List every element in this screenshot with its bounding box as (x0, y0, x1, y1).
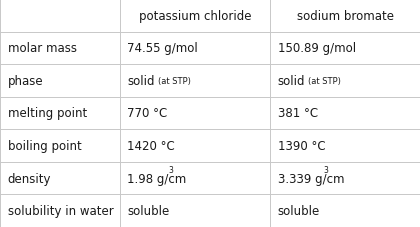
Text: density: density (8, 172, 51, 185)
Text: soluble: soluble (127, 204, 170, 217)
Text: 3: 3 (323, 165, 328, 174)
Text: (at STP): (at STP) (308, 76, 341, 86)
Text: boiling point: boiling point (8, 139, 81, 152)
Text: 381 °C: 381 °C (278, 107, 318, 120)
Text: 770 °C: 770 °C (127, 107, 168, 120)
Text: solid: solid (127, 75, 155, 88)
Text: 150.89 g/mol: 150.89 g/mol (278, 42, 356, 55)
Text: (at STP): (at STP) (158, 76, 190, 86)
Text: 3.339 g/cm: 3.339 g/cm (278, 172, 344, 185)
Text: 1.98 g/cm: 1.98 g/cm (127, 172, 186, 185)
Text: potassium chloride: potassium chloride (139, 10, 251, 23)
Text: solubility in water: solubility in water (8, 204, 113, 217)
Text: melting point: melting point (8, 107, 87, 120)
Text: solid: solid (278, 75, 305, 88)
Text: 1420 °C: 1420 °C (127, 139, 175, 152)
Text: phase: phase (8, 75, 43, 88)
Text: molar mass: molar mass (8, 42, 76, 55)
Text: 74.55 g/mol: 74.55 g/mol (127, 42, 198, 55)
Text: soluble: soluble (278, 204, 320, 217)
Text: sodium bromate: sodium bromate (297, 10, 394, 23)
Text: 1390 °C: 1390 °C (278, 139, 325, 152)
Text: 3: 3 (168, 165, 173, 174)
